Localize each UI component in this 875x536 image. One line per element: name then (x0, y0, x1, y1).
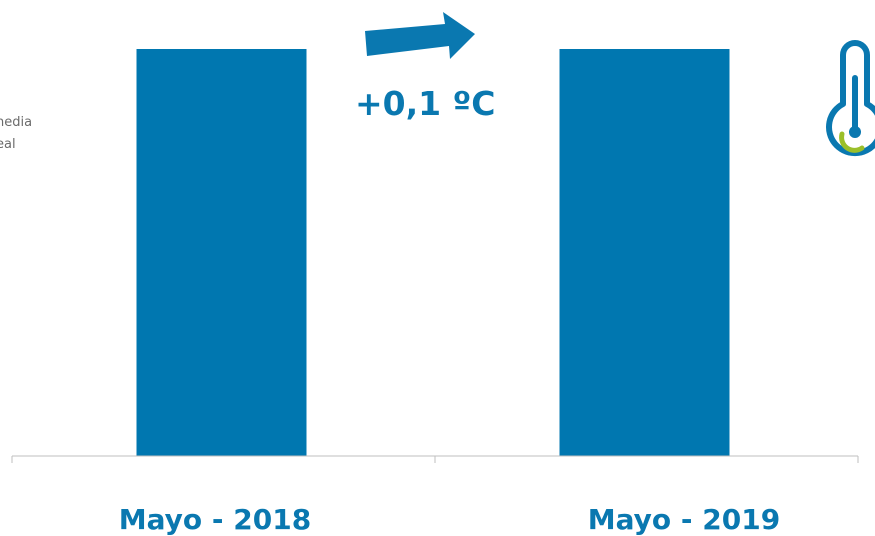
bar-2 (559, 49, 730, 456)
side-label-2: eal (0, 137, 16, 152)
bar-1 (136, 49, 307, 456)
side-label-1: nedia (0, 115, 33, 130)
x-axis (11, 455, 859, 463)
category-label: Mayo - 2019 (587, 503, 781, 536)
category-label: Mayo - 2018 (118, 503, 312, 536)
thermometer-icon (826, 40, 875, 156)
bars-group (136, 49, 730, 456)
change-label: +0,1 ºC (355, 84, 496, 123)
right-arrow-icon (365, 12, 475, 59)
